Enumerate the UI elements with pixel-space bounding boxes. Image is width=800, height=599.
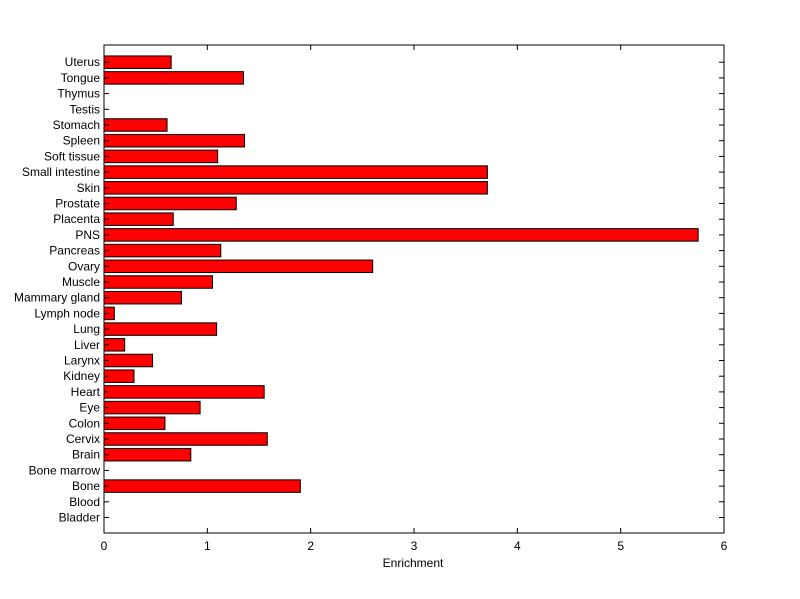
y-tick-label: Small intestine — [22, 165, 100, 179]
bar-pancreas — [103, 243, 222, 258]
y-tick-label: Colon — [69, 416, 100, 430]
bar-prostate — [103, 196, 237, 211]
x-tick-label: 4 — [514, 539, 521, 553]
y-tick-label: Brain — [72, 448, 100, 462]
y-tick-label: Muscle — [62, 275, 100, 289]
bar-colon — [103, 416, 166, 431]
y-tick-label: Bladder — [59, 511, 100, 525]
y-tick-label: Kidney — [63, 369, 100, 383]
y-tick-label: Blood — [69, 495, 100, 509]
plot-frame — [103, 44, 725, 534]
bar-skin — [103, 181, 488, 195]
y-tick-label: Prostate — [55, 197, 100, 211]
y-tick-label: Tongue — [61, 71, 101, 85]
y-tick-label: Heart — [71, 385, 101, 399]
x-tick-label: 5 — [617, 539, 624, 553]
y-tick-label: Placenta — [53, 212, 100, 226]
y-tick-label: Lung — [73, 322, 100, 336]
x-tick-label: 3 — [411, 539, 418, 553]
y-tick-label: Thymus — [57, 87, 100, 101]
bar-larynx — [103, 353, 154, 368]
y-tick-label: Stomach — [53, 118, 100, 132]
bar-mammary-gland — [103, 290, 182, 305]
y-tick-label: Lymph node — [34, 306, 100, 320]
bar-uterus — [103, 55, 172, 69]
bar-spleen — [103, 133, 246, 148]
x-axis-title: Enrichment — [383, 556, 444, 570]
y-tick-label: Uterus — [65, 55, 100, 69]
y-tick-label: Eye — [79, 401, 100, 415]
y-tick-label: Larynx — [64, 354, 100, 368]
plot-area — [104, 45, 724, 533]
x-tick-label: 2 — [307, 539, 314, 553]
y-tick-label: PNS — [75, 228, 100, 242]
bar-ovary — [103, 259, 374, 274]
bar-pns — [103, 228, 699, 242]
bar-soft-tissue — [103, 149, 219, 164]
y-tick-label: Mammary gland — [14, 291, 100, 305]
y-tick-label: Bone — [72, 479, 100, 493]
bar-eye — [103, 400, 201, 415]
x-tick-label: 1 — [204, 539, 211, 553]
bar-lung — [103, 322, 218, 336]
y-tick-label: Cervix — [66, 432, 100, 446]
y-tick-label: Bone marrow — [29, 463, 101, 477]
x-tick-label: 6 — [721, 539, 728, 553]
y-tick-label: Liver — [74, 338, 100, 352]
y-tick-label: Pancreas — [49, 244, 100, 258]
bar-cervix — [103, 432, 268, 446]
y-tick-label: Skin — [77, 181, 100, 195]
bar-small-intestine — [103, 165, 488, 179]
y-tick-label: Soft tissue — [44, 149, 100, 163]
bar-tongue — [103, 71, 244, 85]
x-ticks-group: 0 1 2 3 4 5 6 — [101, 45, 728, 553]
bar-muscle — [103, 275, 213, 289]
bar-brain — [103, 447, 192, 462]
bar-stomach — [103, 118, 168, 132]
y-tick-label: Spleen — [63, 134, 100, 148]
x-tick-label: 0 — [101, 539, 108, 553]
bar-heart — [103, 385, 265, 399]
y-tick-label: Ovary — [68, 259, 100, 273]
y-tick-label: Testis — [69, 102, 100, 116]
bar-placenta — [103, 212, 174, 226]
bar-bone — [103, 479, 301, 493]
